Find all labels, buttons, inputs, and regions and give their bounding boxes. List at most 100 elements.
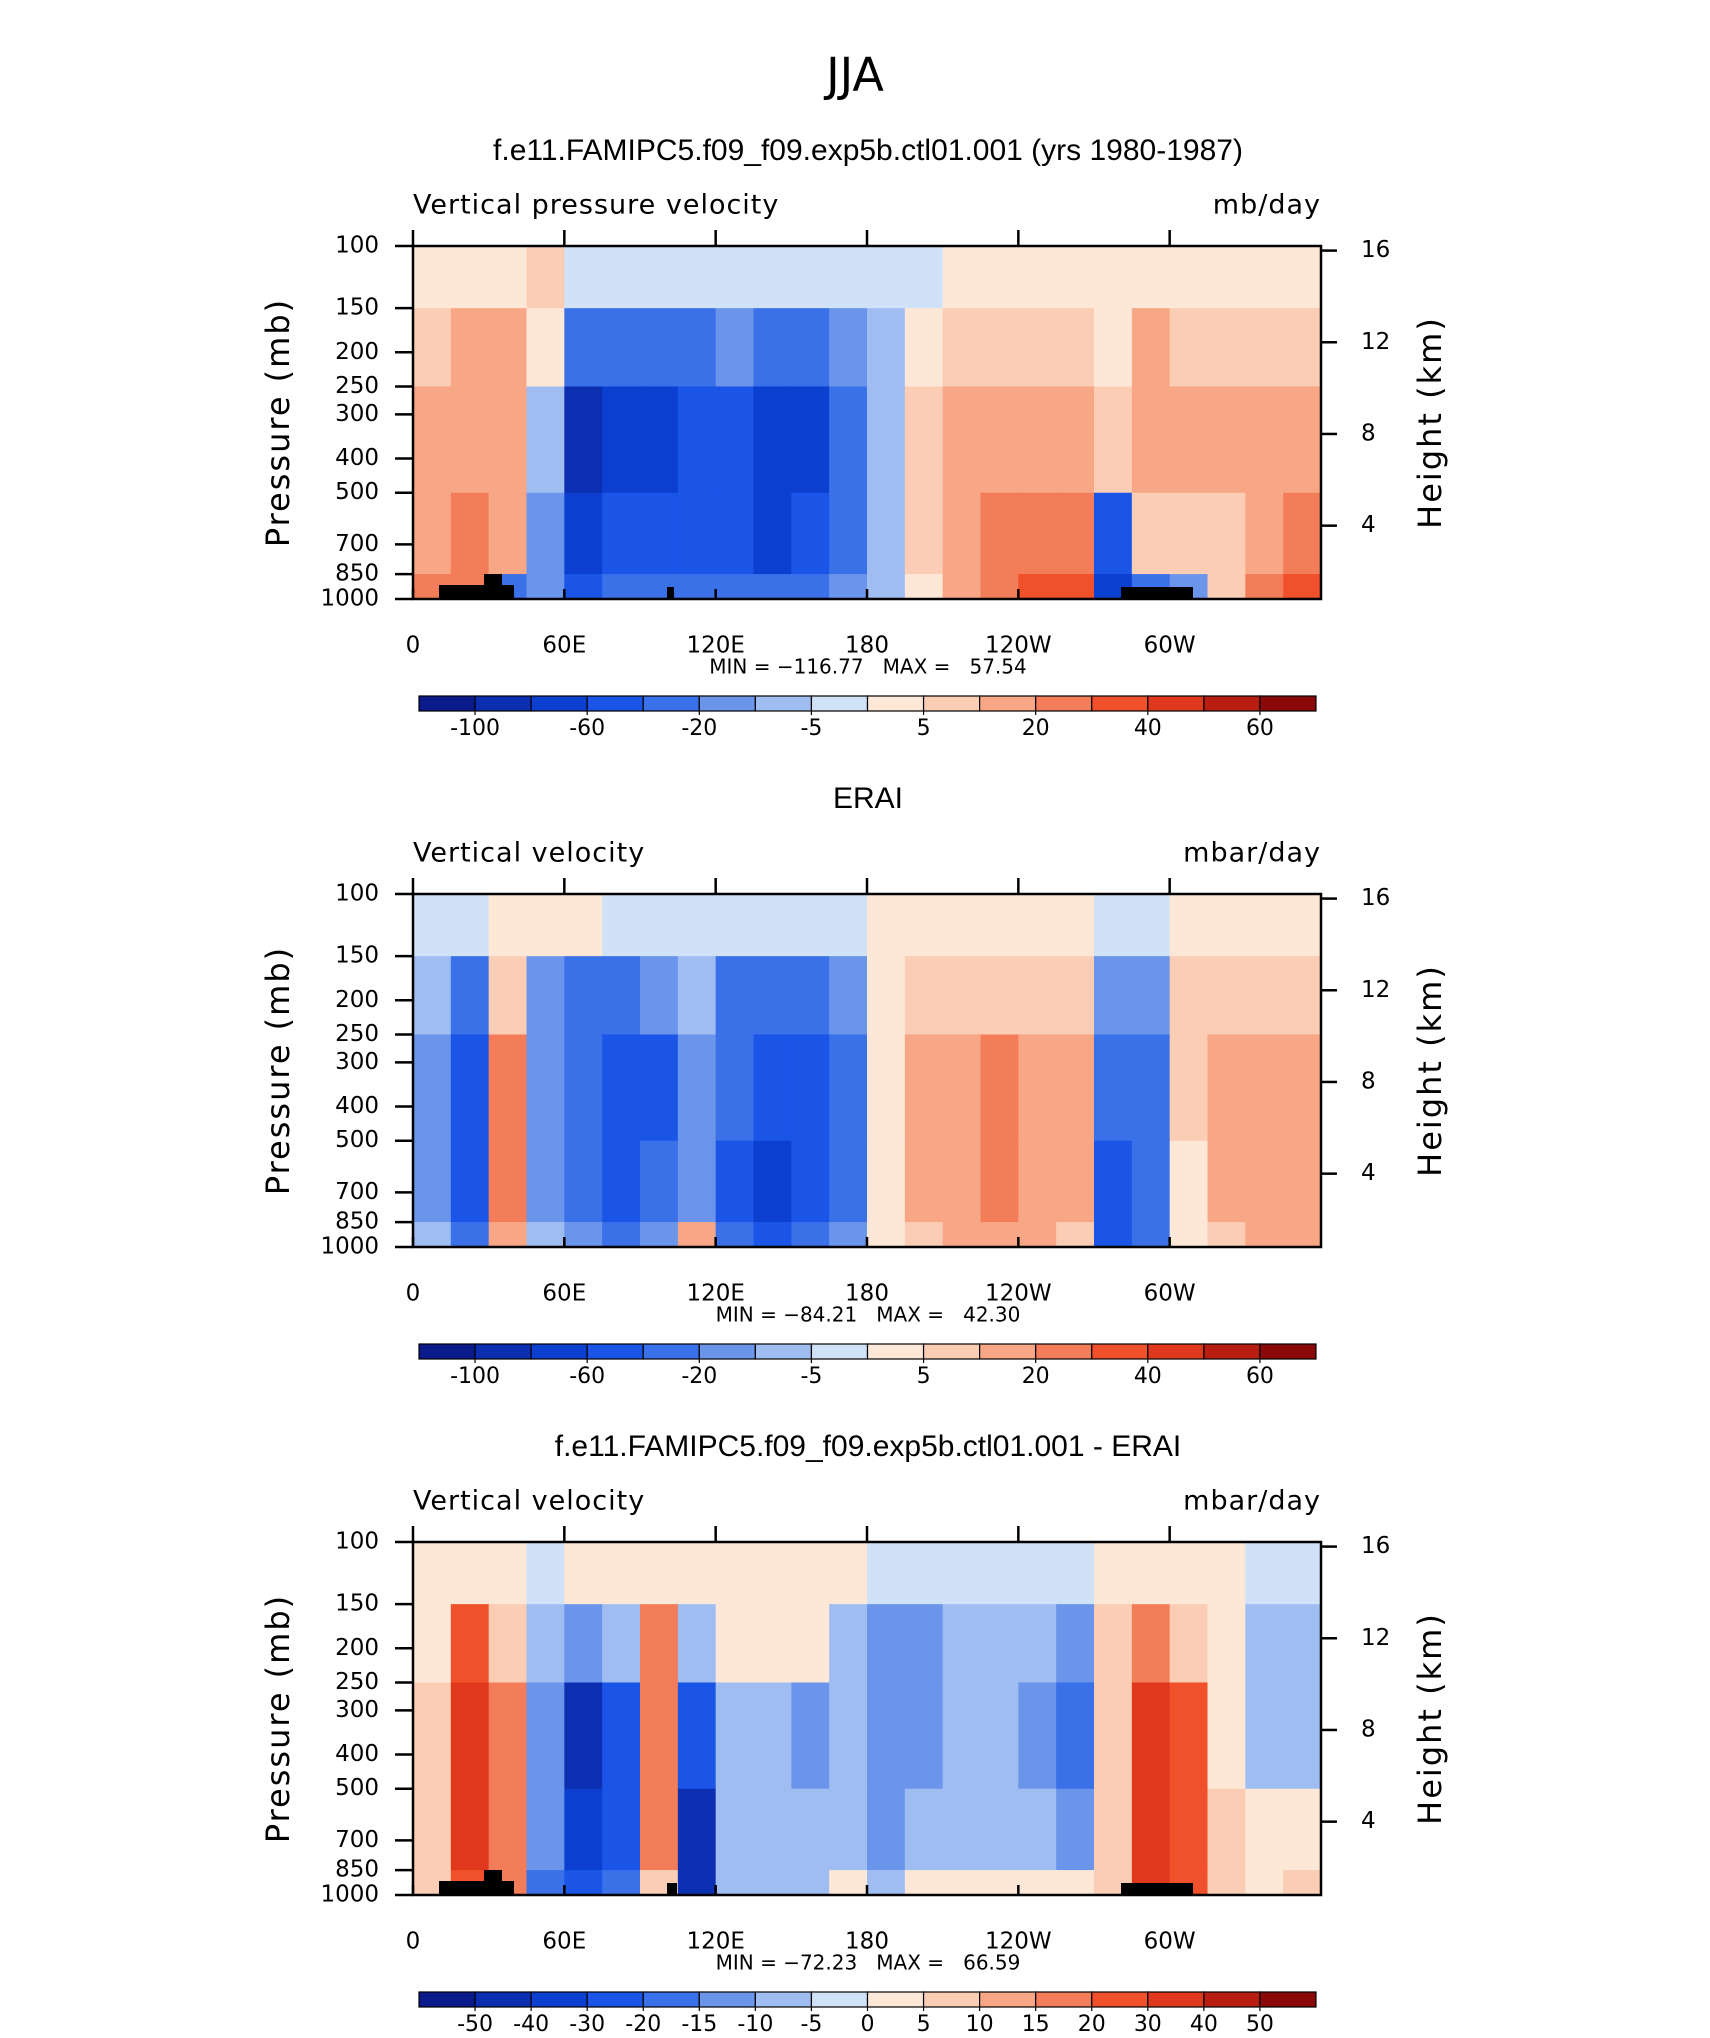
field-cell	[791, 1140, 830, 1223]
y-tick-label: 100	[335, 1529, 379, 1555]
field-cell	[1094, 1542, 1133, 1605]
field-cell	[1094, 894, 1133, 957]
field-cell	[867, 1034, 906, 1142]
field-cell	[677, 894, 717, 957]
field-cell	[829, 1222, 868, 1248]
field-cell	[791, 308, 830, 388]
field-cell	[1018, 308, 1057, 388]
field-cell	[640, 956, 679, 1036]
field-cell	[602, 386, 641, 494]
y-tick-label: 250	[335, 1669, 379, 1695]
colorbar-label: -40	[513, 2012, 549, 2037]
field-cell	[1283, 386, 1322, 494]
field-cell	[640, 1542, 679, 1605]
y-tick-label: 400	[335, 1741, 379, 1767]
field-cell	[488, 1222, 528, 1248]
field-cell	[904, 1604, 944, 1684]
field-cell	[753, 1870, 792, 1896]
field-cell	[1094, 1222, 1133, 1248]
field-cell	[526, 956, 565, 1036]
field-cell	[1056, 894, 1095, 957]
field-cell	[1283, 1222, 1322, 1248]
field-cell	[640, 1788, 679, 1871]
field-cell	[526, 492, 565, 575]
field-cell	[753, 386, 792, 494]
colorbar-box	[1091, 1343, 1149, 1360]
field-cell	[413, 1542, 452, 1605]
field-cell	[1056, 1682, 1095, 1790]
x-tick-label: 120W	[985, 633, 1052, 659]
field-cell	[867, 1542, 906, 1605]
field-cell	[1131, 1140, 1171, 1223]
field-cell	[488, 1140, 528, 1223]
field-cell	[1207, 1222, 1246, 1248]
field-cell	[602, 1604, 641, 1684]
topography	[439, 574, 1193, 1895]
panel-title: f.e11.FAMIPC5.f09_f09.exp5b.ctl01.001 (y…	[493, 134, 1243, 167]
y2-tick-label: 12	[1361, 977, 1390, 1003]
field-cell	[1169, 1034, 1209, 1142]
field-cell	[677, 308, 717, 388]
field-cell	[1245, 492, 1284, 575]
land-mask	[667, 587, 674, 599]
field-cell	[980, 1222, 1019, 1248]
field-cell	[526, 1788, 565, 1871]
field-cell	[1094, 386, 1133, 494]
colorbar-box	[642, 1991, 700, 2008]
field-cell	[1131, 1542, 1171, 1605]
field-cell	[1018, 1222, 1057, 1248]
field-cell	[980, 1542, 1019, 1605]
y-tick-label: 250	[335, 373, 379, 399]
y-tick-label: 200	[335, 987, 379, 1013]
field-cell	[640, 308, 679, 388]
field-cell	[829, 246, 868, 309]
field-cell	[1169, 308, 1209, 388]
field-cell	[904, 956, 944, 1036]
field-cell	[715, 1542, 755, 1605]
y2-tick-label: 4	[1361, 1808, 1376, 1834]
field-cell	[1169, 1542, 1209, 1605]
colorbar-label: -30	[569, 2012, 605, 2037]
units-label: mbar/day	[1183, 838, 1321, 869]
colorbar-label: 5	[917, 716, 931, 741]
field-cell	[564, 1604, 603, 1684]
colorbar-label: -60	[569, 1364, 605, 1389]
field-cell	[1283, 894, 1322, 957]
colorbar-box	[418, 1343, 476, 1360]
colorbar-box	[1147, 1991, 1205, 2008]
colorbar-box	[1147, 695, 1205, 712]
x-tick-label: 60W	[1144, 1281, 1196, 1307]
field-cell	[526, 308, 565, 388]
field-cell	[602, 1542, 641, 1605]
left-label: Vertical velocity	[413, 838, 645, 869]
x-tick-label: 60W	[1144, 633, 1196, 659]
left-label: Vertical velocity	[413, 1486, 645, 1517]
field-cell	[1056, 1870, 1095, 1896]
field-cell	[1131, 1604, 1171, 1684]
field-cell	[677, 246, 717, 309]
field-cell	[753, 1604, 792, 1684]
figure-title: JJA	[823, 48, 884, 102]
field-cell	[867, 1604, 906, 1684]
y-tick-label: 150	[335, 943, 379, 969]
field-cell	[1207, 1870, 1246, 1896]
colorbar-box	[979, 695, 1037, 712]
field-cell	[1094, 1682, 1133, 1790]
field-cell	[602, 492, 641, 575]
field-cell	[1283, 1140, 1322, 1223]
y-tick-label: 500	[335, 1127, 379, 1153]
field-cell	[564, 1542, 603, 1605]
y-tick-label: 300	[335, 401, 379, 427]
field-cell	[526, 894, 565, 957]
field-cell	[602, 1140, 641, 1223]
colorbar-box	[474, 695, 532, 712]
field-cell	[867, 386, 906, 494]
colorbar-box	[586, 1343, 644, 1360]
field-cell	[526, 1604, 565, 1684]
field-cell	[942, 1034, 982, 1142]
field-cell	[980, 1034, 1019, 1142]
field-cell	[1094, 1788, 1133, 1871]
field-cell	[1131, 1788, 1171, 1871]
x-tick-label: 180	[845, 1929, 889, 1955]
colorbar-label: -60	[569, 716, 605, 741]
